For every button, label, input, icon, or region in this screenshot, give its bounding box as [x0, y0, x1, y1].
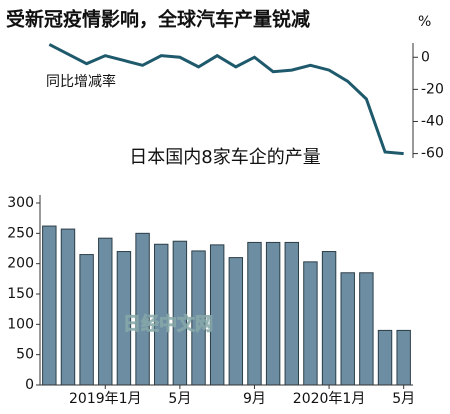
bar [321, 251, 337, 386]
y-tick-label: 300 [7, 195, 34, 211]
watermark: 日经中文网 [123, 313, 213, 335]
annotation: 同比增减率 [46, 73, 116, 90]
y-tick-label: -20 [421, 81, 444, 97]
bar [303, 261, 318, 386]
x-tick-label: 2019年1月 [69, 391, 142, 407]
y-tick-label: 0 [25, 377, 34, 393]
bar [247, 241, 262, 386]
y-tick-label: 250 [7, 225, 34, 241]
x-tick-label: 5月 [392, 391, 415, 407]
x-tick-label: 2020年1月 [293, 391, 366, 407]
bar [98, 237, 113, 386]
bar [228, 257, 244, 386]
unit-label: % [418, 14, 431, 30]
x-tick-label: 9月 [243, 391, 266, 407]
y-tick-label: -60 [421, 146, 444, 162]
bar [359, 272, 374, 386]
bar [396, 329, 411, 386]
y-tick-label: 150 [7, 286, 34, 302]
x-tick-label: 5月 [168, 391, 191, 407]
y-tick-label: 100 [7, 316, 34, 332]
y-tick-label: 0 [421, 49, 430, 65]
bar [265, 241, 281, 386]
chart-title: 受新冠疫情影响，全球汽车产量锐减 [6, 8, 310, 31]
bar [377, 329, 393, 386]
bar [42, 225, 57, 386]
bar [340, 272, 355, 386]
bar [60, 228, 76, 386]
chart-title: 日本国内8家车企的产量 [129, 147, 320, 168]
y-tick-label: 200 [7, 256, 34, 272]
bar [79, 254, 94, 386]
line-series [48, 43, 404, 156]
y-tick-label: 50 [16, 347, 34, 363]
bar [284, 241, 299, 386]
bar [135, 232, 150, 386]
y-tick-label: -40 [421, 113, 444, 129]
